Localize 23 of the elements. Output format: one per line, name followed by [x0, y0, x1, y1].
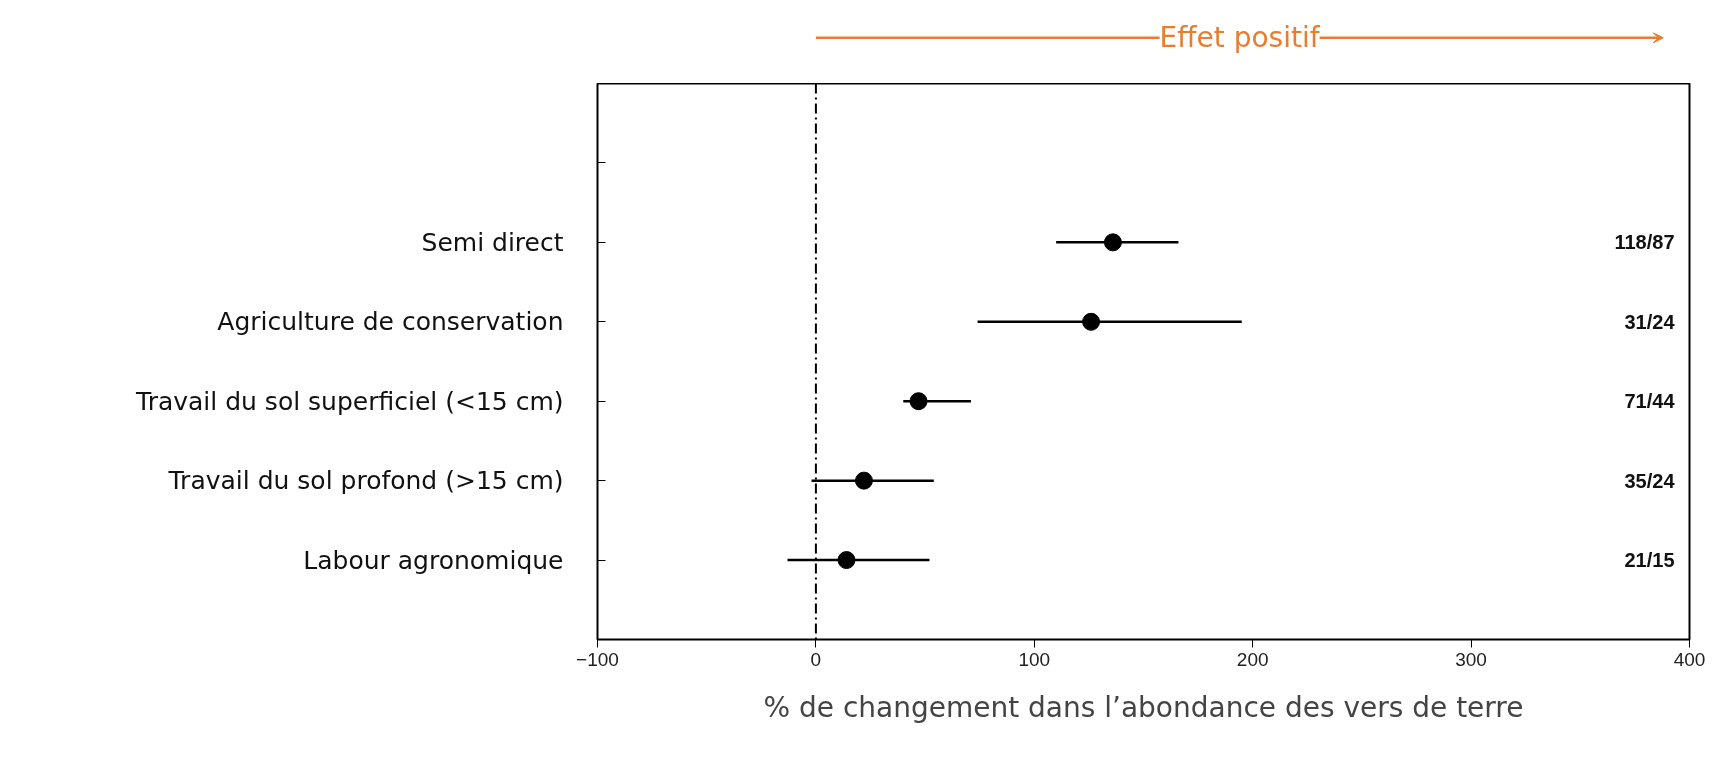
- x-axis-title: % de changement dans l’abondance des vers de terre: [763, 690, 1524, 724]
- y-tick-label: Travail du sol profond (>15 cm): [167, 466, 564, 496]
- point: [909, 392, 928, 411]
- x-tick-label: 200: [1236, 648, 1269, 670]
- x-tick-label: 400: [1673, 648, 1706, 670]
- x-tick-label: 300: [1455, 648, 1487, 670]
- y-tick-label: Labour agronomique: [303, 545, 564, 575]
- point: [854, 471, 873, 490]
- annotation: 35/24: [1624, 469, 1676, 492]
- annotation: 71/44: [1624, 390, 1676, 413]
- y-tick-label: Semi direct: [421, 227, 564, 257]
- annotation: 21/15: [1624, 549, 1675, 572]
- x-tick-label: 0: [810, 648, 822, 670]
- x-tick-label: −100: [576, 648, 619, 670]
- annotation: 31/24: [1624, 310, 1676, 333]
- y-tick-label: Agriculture de conservation: [217, 307, 564, 337]
- point: [837, 551, 856, 570]
- annotation: 118/87: [1614, 231, 1675, 254]
- x-tick-label: 100: [1018, 648, 1051, 670]
- text: Effet positif: [1159, 21, 1321, 55]
- point: [1103, 233, 1122, 252]
- point: [1082, 312, 1101, 331]
- y-tick-label: Travail du sol superficiel (<15 cm): [135, 386, 564, 416]
